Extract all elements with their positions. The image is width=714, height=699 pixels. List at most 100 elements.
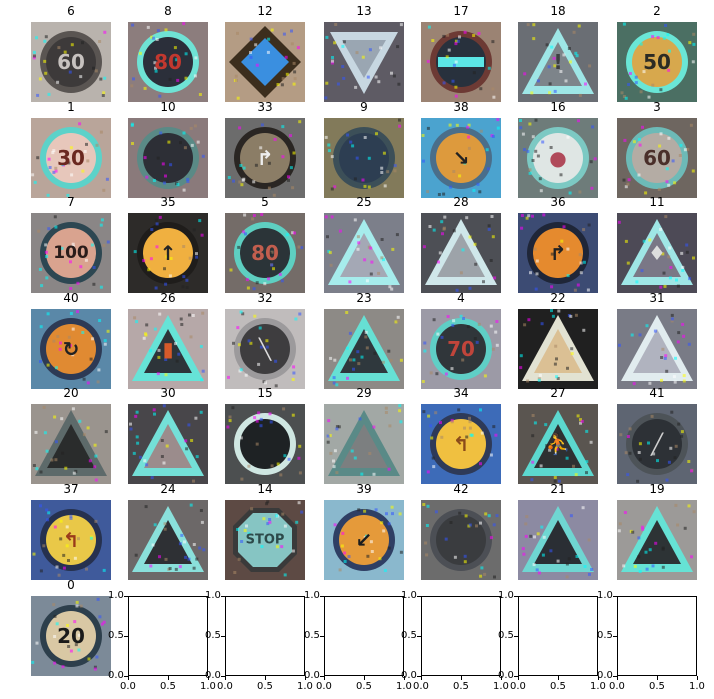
image-class-label: 18 [550,4,566,18]
x-tick-label: 0.0 [217,681,233,692]
image-class-label: 33 [257,100,273,114]
sign-image-cell: 29 [324,386,404,484]
y-tick-mark [221,635,225,637]
x-tick-label: 0.5 [453,681,469,692]
y-tick-label: 0.5 [597,630,613,641]
x-tick-label: 0.0 [316,681,332,692]
sign-image-cell: 2 50 [617,4,697,102]
sign-image-cell: 19 [617,482,697,580]
traffic-sign-photo [225,22,305,102]
y-tick-mark [514,595,518,597]
x-tick-mark [403,676,405,680]
sign-glyph: ↙ [356,528,373,552]
traffic-sign-photo [518,500,598,580]
sign-glyph: ▮ [162,337,173,361]
traffic-sign-photo [31,404,111,484]
traffic-sign-photo: ↙ [324,500,404,580]
x-tick-mark [167,676,169,680]
y-tick-mark [124,635,128,637]
sign-image-cell: 41 ╱ [617,386,697,484]
traffic-sign-photo [324,118,404,198]
traffic-sign-photo: ! [518,22,598,102]
sign-image-cell: 8 80 [128,4,208,102]
sign-image-cell: 38 ↘ [421,100,501,198]
sign-glyph: 50 [643,50,671,74]
y-tick-label: 1.0 [401,590,417,601]
y-tick-mark [320,595,324,597]
x-tick-mark [460,676,462,680]
x-tick-mark [127,676,129,680]
y-tick-mark [320,675,324,677]
traffic-sign-photo [324,22,404,102]
sign-glyph: ↱ [550,241,567,265]
y-tick-label: 0.5 [108,630,124,641]
x-tick-mark [207,676,209,680]
sign-image-cell: 35 ↑ [128,195,208,293]
sign-glyph: 30 [57,146,85,170]
image-class-label: 30 [160,386,176,400]
traffic-sign-photo [324,213,404,293]
sign-glyph: 20 [57,624,85,648]
image-class-label: 22 [550,291,566,305]
y-tick-label: 0.0 [498,670,514,681]
sign-image-cell: 4 70 [421,291,501,389]
x-tick-label: 0.0 [413,681,429,692]
sign-glyph: ╲ [258,337,272,361]
sign-image-cell: 21 [518,482,598,580]
x-tick-mark [557,676,559,680]
sign-glyph: ↻ [63,337,80,361]
y-tick-mark [417,595,421,597]
image-class-label: 29 [356,386,372,400]
sign-glyph: 70 [447,337,475,361]
y-tick-label: 0.0 [304,670,320,681]
sign-image-cell: 27 ⛹ [518,386,598,484]
image-class-label: 21 [550,482,566,496]
traffic-sign-photo: ╲ [225,309,305,389]
traffic-sign-photo [128,404,208,484]
x-tick-label: 1.0 [200,681,216,692]
image-class-label: 32 [257,291,273,305]
sign-image-cell: 26 ▮ [128,291,208,389]
x-tick-mark [224,676,226,680]
empty-axes-panel [617,596,697,676]
sign-image-cell: 42 [421,482,501,580]
x-tick-mark [597,676,599,680]
sign-glyph: 100 [53,243,89,263]
image-class-label: 35 [160,195,176,209]
traffic-sign-photo [617,500,697,580]
sign-image-cell: 20 [31,386,111,484]
sign-image-cell: 24 [128,482,208,580]
sign-image-cell: 1 30 [31,100,111,198]
y-tick-label: 0.0 [597,670,613,681]
y-tick-label: 1.0 [108,590,124,601]
sign-image-cell: 25 [324,195,404,293]
x-tick-label: 0.0 [510,681,526,692]
sign-image-cell: 15 [225,386,305,484]
traffic-sign-photo: 80 [225,213,305,293]
sign-image-cell: 13 [324,4,404,102]
x-tick-label: 1.0 [396,681,412,692]
image-class-label: 26 [160,291,176,305]
image-class-label: 36 [550,195,566,209]
traffic-sign-photo [128,118,208,198]
sign-glyph: ! [553,50,562,74]
y-tick-label: 0.0 [205,670,221,681]
y-tick-mark [613,635,617,637]
x-tick-mark [323,676,325,680]
sign-image-cell: 39 ↙ [324,482,404,580]
image-class-label: 37 [63,482,79,496]
sign-image-cell: 23 [324,291,404,389]
sign-glyph: 80 [154,50,182,74]
y-tick-label: 1.0 [304,590,320,601]
sign-image-cell: 10 [128,100,208,198]
x-tick-mark [517,676,519,680]
image-class-label: 9 [360,100,368,114]
x-tick-mark [616,676,618,680]
traffic-sign-photo: ▮ [128,309,208,389]
image-class-label: 14 [257,482,273,496]
sign-image-cell: 22 [518,291,598,389]
traffic-sign-photo: ♦ [617,213,697,293]
sign-image-cell: 28 [421,195,501,293]
sign-image-cell: 3 60 [617,100,697,198]
image-class-label: 41 [649,386,665,400]
